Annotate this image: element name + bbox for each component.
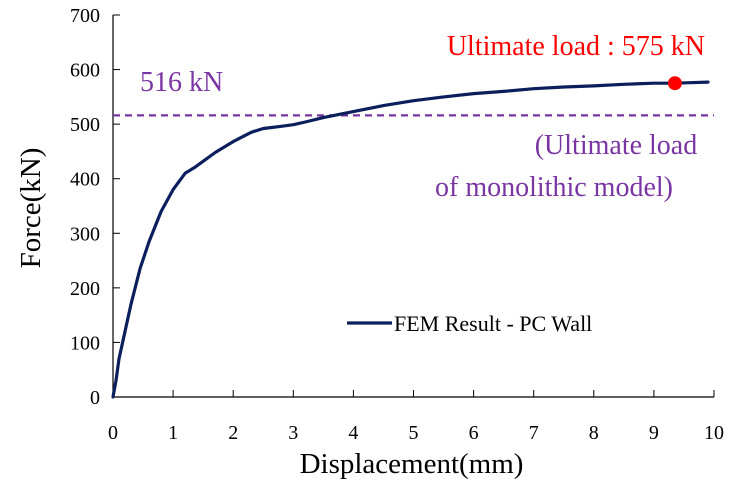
series-line-fem-result [111, 80, 710, 399]
y-tick-label: 200 [70, 278, 100, 300]
x-tick-label: 2 [228, 422, 238, 444]
x-tick-label: 5 [409, 422, 419, 444]
y-tick-label: 0 [90, 387, 100, 409]
y-tick-label: 400 [70, 169, 100, 191]
x-tick-label: 7 [529, 422, 539, 444]
legend-label: FEM Result - PC Wall [394, 311, 592, 336]
legend: FEM Result - PC Wall [347, 311, 592, 336]
chart-labels: Ultimate load : 575 kN 516 kN (Ultimate lo… [140, 31, 705, 203]
reference-note-line-2: of monolithic model) [435, 172, 673, 203]
y-tick-label: 600 [70, 60, 100, 82]
y-tick-label: 500 [70, 114, 100, 136]
y-tick-label: 100 [70, 332, 100, 354]
y-tick-label: 300 [70, 223, 100, 245]
series-group [111, 80, 710, 399]
x-tick-label: 3 [288, 422, 298, 444]
ultimate-marker-group [667, 76, 682, 91]
ultimate-load-marker [667, 76, 682, 91]
y-tick-label: 700 [70, 5, 100, 27]
ultimate-load-label: Ultimate load : 575 kN [447, 31, 705, 62]
y-axis-title: Force(kN) [15, 148, 47, 269]
reference-note-line-1: (Ultimate load [535, 130, 698, 161]
reference-value-label: 516 kN [140, 67, 223, 98]
axes: 0 100 200 300 400 500 600 700 0 1 2 3 4 5 6 7 8 9 10 Displa… [15, 5, 724, 480]
x-tick-label: 0 [108, 422, 118, 444]
x-tick-label: 1 [168, 422, 178, 444]
x-tick-label: 4 [348, 422, 358, 444]
x-tick-label: 8 [589, 422, 599, 444]
x-tick-label: 10 [704, 422, 724, 444]
x-tick-label: 6 [469, 422, 479, 444]
x-axis-title: Displacement(mm) [300, 448, 524, 480]
x-tick-label: 9 [649, 422, 659, 444]
